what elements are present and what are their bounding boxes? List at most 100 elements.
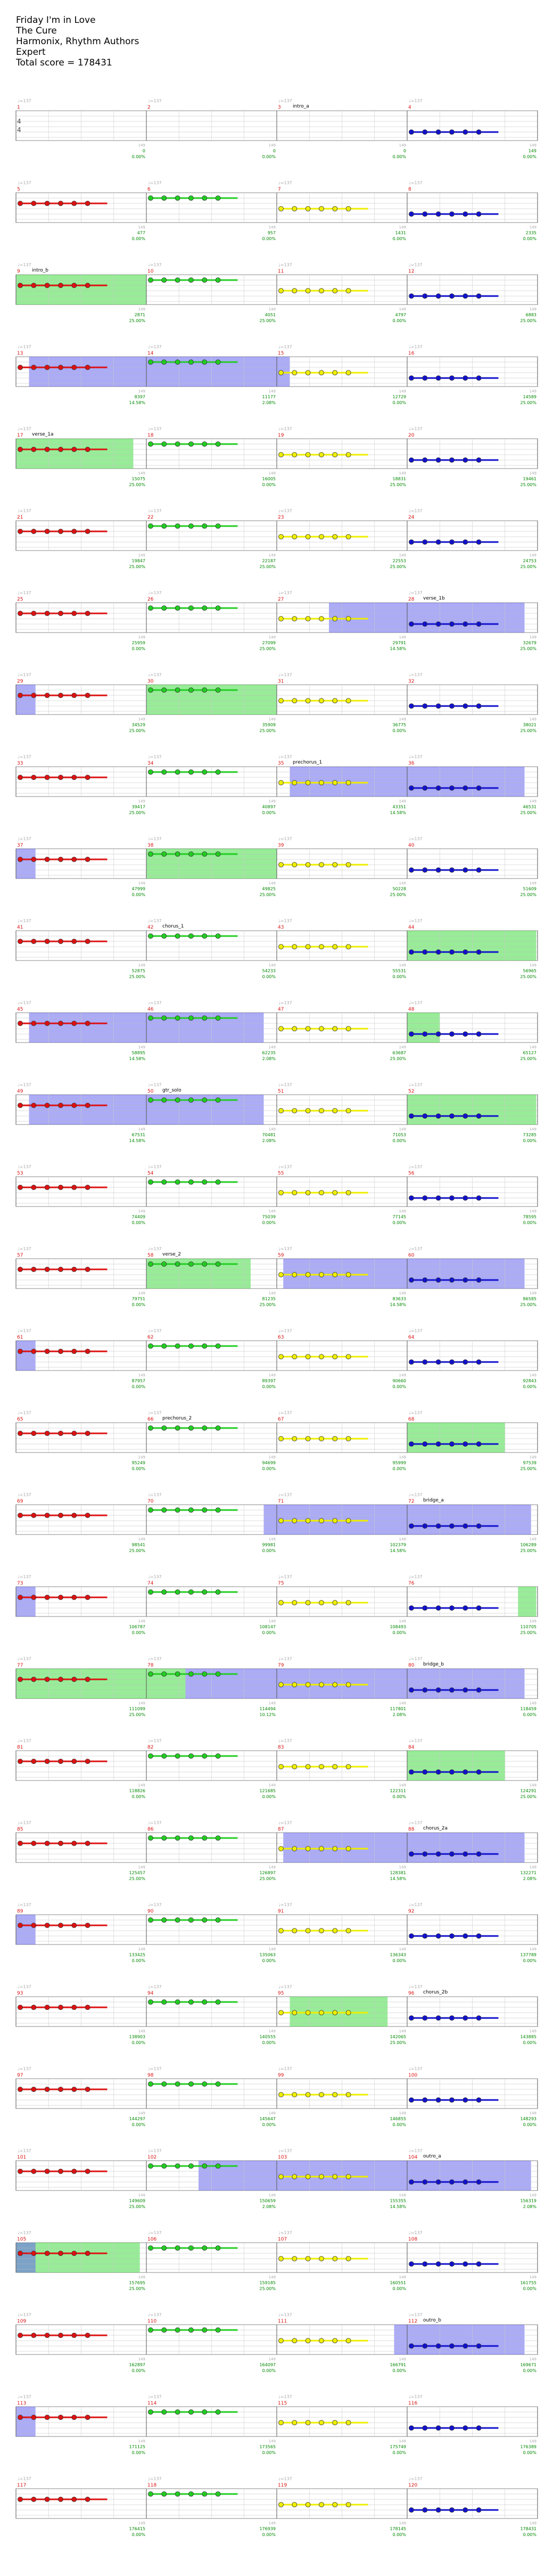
note-gem — [161, 2327, 167, 2333]
note-gem — [18, 529, 23, 534]
note-gem — [476, 1523, 482, 1529]
measure-score: 49825 — [262, 887, 276, 891]
note-gem — [202, 441, 208, 447]
beat-tick-label: 149 — [399, 389, 406, 393]
note-gem — [85, 1759, 90, 1764]
note-gem — [71, 1431, 77, 1436]
beat-tick-label: 149 — [269, 1291, 276, 1295]
note-gem — [332, 452, 338, 457]
note-gem — [319, 1846, 324, 1851]
note-gem — [345, 534, 351, 539]
note-gem — [278, 1436, 284, 1441]
note-gem — [435, 2261, 441, 2267]
note-gem — [31, 283, 37, 288]
measure-percent: 2.08% — [393, 1712, 407, 1717]
note-gem — [449, 2097, 455, 2103]
measure-score: 43351 — [393, 805, 406, 809]
tempo-marker: ♩=137 — [409, 99, 423, 103]
note-gem — [305, 944, 311, 949]
note-gem — [463, 2261, 468, 2267]
measure-score: 118459 — [520, 1707, 536, 1711]
beat-tick-label: 149 — [138, 553, 145, 557]
time-signature-top: 4 — [17, 118, 21, 125]
measure-percent: 2.08% — [262, 1056, 276, 1061]
tempo-marker: ♩=137 — [409, 590, 423, 595]
note-gem — [422, 1359, 428, 1365]
tempo-marker: ♩=137 — [409, 426, 423, 431]
measure-score: 173565 — [259, 2444, 276, 2449]
tempo-marker: ♩=137 — [18, 344, 31, 349]
note-gem — [332, 534, 338, 539]
beat-tick-label: 149 — [138, 1455, 145, 1459]
note-gem — [476, 2425, 482, 2431]
note-gem — [161, 2409, 167, 2415]
beat-tick-label: 149 — [530, 635, 536, 639]
measure-number: 87 — [278, 1827, 284, 1832]
note-gem — [476, 2097, 482, 2103]
note-gem — [422, 2097, 428, 2103]
note-gem — [319, 288, 324, 293]
note-gem — [188, 1425, 194, 1431]
note-gem — [58, 1431, 63, 1436]
beat-tick-label: 149 — [399, 2029, 406, 2033]
tempo-marker: ♩=137 — [409, 2476, 423, 2481]
measure-score: 51609 — [523, 887, 536, 891]
measure-score: 83633 — [393, 1297, 406, 1301]
beat-tick-label: 149 — [530, 389, 536, 393]
note-gem — [463, 1113, 468, 1119]
measure-score: 146855 — [390, 2116, 406, 2121]
measure-score: 171125 — [129, 2444, 145, 2449]
note-gem — [188, 687, 194, 693]
note-gem — [188, 933, 194, 939]
note-gem — [18, 1431, 23, 1436]
note-gem — [188, 851, 194, 857]
note-gem — [435, 1523, 441, 1529]
measure-percent: 25.00% — [259, 728, 276, 733]
measure-score: 62235 — [262, 1051, 276, 1055]
note-gem — [422, 293, 428, 299]
measure-percent: 0.00% — [393, 974, 407, 979]
measure-score: 89397 — [262, 1379, 276, 1383]
note-gem — [31, 1513, 37, 1518]
note-gem — [175, 1835, 180, 1841]
note-gem — [476, 2507, 482, 2513]
note-gem — [449, 1359, 455, 1365]
note-gem — [435, 457, 441, 463]
note-gem — [148, 195, 153, 201]
note-gem — [292, 2010, 298, 2015]
note-gem — [71, 2333, 77, 2338]
note-gem — [319, 1928, 324, 1933]
measure-percent: 0.00% — [132, 2532, 146, 2537]
note-gem — [85, 1923, 90, 1928]
note-gem — [332, 1436, 338, 1441]
note-gem — [202, 2081, 208, 2087]
measure-score: 176389 — [520, 2444, 536, 2449]
note-gem — [422, 1851, 428, 1857]
note-gem — [332, 2338, 338, 2343]
note-gem — [18, 1349, 23, 1354]
note-gem — [161, 1015, 167, 1021]
note-gem — [18, 1841, 23, 1846]
note-gem — [292, 1518, 298, 1523]
measure-score: 133425 — [129, 1952, 145, 1957]
note-gem — [85, 447, 90, 452]
note-gem — [175, 1589, 180, 1595]
note-gem — [161, 1753, 167, 1759]
note-gem — [188, 359, 194, 365]
note-gem — [305, 1026, 311, 1031]
measure-score: 111099 — [129, 1707, 145, 1711]
note-gem — [202, 687, 208, 693]
note-gem — [463, 2015, 468, 2021]
measure-number: 82 — [147, 1745, 153, 1750]
measure-score: 4797 — [395, 313, 406, 317]
measure-score: 957 — [268, 231, 276, 235]
note-gem — [85, 1841, 90, 1846]
measure-number: 91 — [278, 1909, 284, 1914]
measure-number: 32 — [408, 679, 414, 684]
measure-number: 45 — [17, 1007, 23, 1012]
note-gem — [449, 129, 455, 135]
note-gem — [292, 698, 298, 703]
measure-number: 69 — [17, 1499, 23, 1504]
note-gem — [409, 621, 414, 627]
note-gem — [148, 769, 153, 775]
